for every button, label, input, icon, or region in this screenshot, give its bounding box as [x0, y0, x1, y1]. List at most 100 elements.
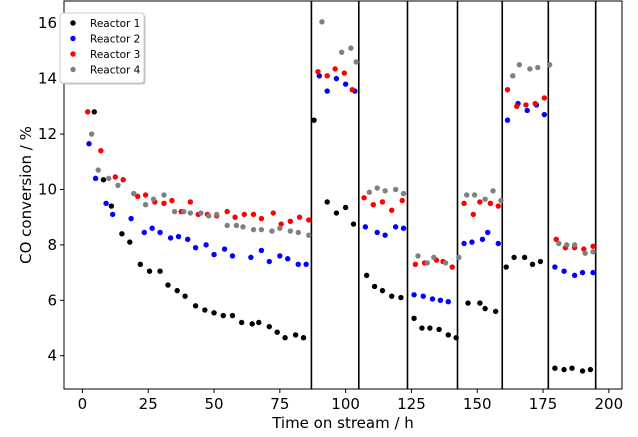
- data-point: [141, 229, 147, 236]
- data-point: [541, 95, 548, 101]
- data-point: [382, 232, 388, 238]
- data-point: [229, 312, 236, 319]
- data-point: [150, 196, 157, 202]
- legend: Reactor 1 Reactor 2 Reactor 3 Reactor 4: [59, 12, 146, 85]
- data-point: [229, 253, 236, 259]
- y-tick-label: 6: [47, 291, 57, 309]
- data-point: [579, 368, 586, 374]
- data-point: [400, 225, 407, 231]
- data-point: [238, 319, 245, 326]
- data-point: [419, 325, 425, 331]
- x-tick-label: 25: [139, 395, 158, 413]
- data-point: [374, 185, 380, 191]
- x-axis: 0 25 50 75 100 125 150 175 200: [78, 389, 623, 413]
- data-point: [388, 207, 395, 213]
- data-point: [537, 258, 544, 265]
- legend-box: [59, 12, 145, 84]
- data-point: [120, 177, 126, 183]
- data-point: [581, 246, 587, 252]
- data-point: [311, 117, 317, 123]
- data-point: [495, 203, 501, 209]
- data-point: [553, 236, 559, 243]
- data-point: [552, 264, 558, 270]
- data-point: [504, 117, 511, 123]
- legend-marker: [70, 20, 76, 26]
- legend-marker: [70, 66, 76, 73]
- data-point: [295, 261, 301, 267]
- data-point: [266, 323, 273, 330]
- data-point: [453, 335, 459, 341]
- data-point: [161, 200, 167, 207]
- data-point: [429, 296, 436, 302]
- data-point: [285, 256, 291, 262]
- data-point: [88, 131, 95, 137]
- data-point: [490, 188, 496, 194]
- data-point: [485, 229, 491, 236]
- data-point: [590, 249, 596, 255]
- data-point: [269, 228, 275, 234]
- data-point: [524, 107, 530, 114]
- data-point: [504, 86, 511, 93]
- data-point: [109, 211, 116, 218]
- data-point: [587, 366, 594, 373]
- data-point: [171, 208, 178, 215]
- legend-label: Reactor 3: [90, 49, 140, 61]
- data-point: [211, 251, 217, 258]
- data-point: [306, 232, 312, 238]
- data-point: [342, 81, 349, 87]
- data-point: [471, 192, 478, 198]
- data-point: [590, 243, 596, 249]
- data-point: [165, 282, 171, 288]
- data-point: [398, 294, 404, 301]
- data-point: [131, 190, 137, 197]
- data-point: [169, 197, 175, 204]
- data-point: [296, 214, 303, 220]
- x-tick-label: 150: [463, 395, 492, 413]
- x-tick-label: 125: [397, 395, 426, 413]
- data-point: [546, 62, 553, 68]
- data-point: [306, 217, 312, 223]
- data-point: [521, 254, 528, 261]
- data-point: [564, 242, 570, 248]
- y-tick-label: 16: [38, 14, 57, 32]
- legend-label: Reactor 1: [90, 18, 140, 30]
- data-point: [362, 224, 369, 230]
- data-point: [342, 204, 349, 211]
- data-point: [445, 332, 451, 338]
- data-point: [108, 203, 115, 209]
- series-3: [84, 66, 596, 270]
- data-point: [590, 269, 596, 276]
- data-point: [469, 239, 475, 245]
- data-point: [211, 310, 217, 316]
- data-point: [415, 253, 421, 259]
- data-point: [250, 226, 257, 233]
- data-point: [366, 189, 373, 195]
- data-point: [95, 167, 101, 173]
- plot-area: [84, 1, 597, 389]
- data-point: [278, 221, 284, 227]
- data-point: [324, 199, 330, 205]
- legend-marker: [70, 51, 76, 57]
- data-point: [492, 308, 499, 315]
- data-point: [495, 240, 501, 247]
- data-point: [436, 326, 442, 333]
- x-axis-title: Time on stream / h: [271, 414, 414, 432]
- data-point: [392, 186, 399, 193]
- data-point: [266, 258, 273, 265]
- data-point: [86, 141, 92, 147]
- data-point: [258, 215, 265, 222]
- data-point: [363, 272, 370, 279]
- data-point: [149, 225, 155, 231]
- y-tick-label: 14: [38, 70, 57, 88]
- data-point: [465, 300, 471, 306]
- data-point: [420, 293, 426, 299]
- data-point: [146, 268, 153, 274]
- data-point: [353, 59, 359, 65]
- data-point: [142, 192, 149, 198]
- data-point: [282, 335, 288, 341]
- data-point: [127, 239, 133, 245]
- data-point: [240, 224, 246, 230]
- data-point: [233, 222, 240, 229]
- data-point: [198, 210, 204, 216]
- data-point: [412, 261, 419, 267]
